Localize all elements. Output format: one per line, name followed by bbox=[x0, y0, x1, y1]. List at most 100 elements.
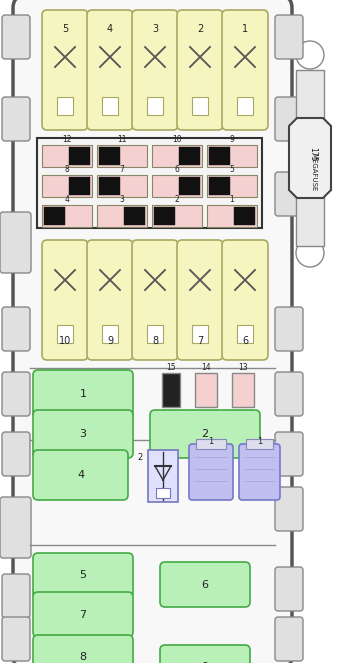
Text: MEGAFUSE: MEGAFUSE bbox=[310, 152, 316, 191]
Text: 4: 4 bbox=[107, 24, 113, 34]
Bar bbox=[44, 207, 65, 225]
Bar bbox=[192, 97, 208, 115]
Bar bbox=[152, 145, 202, 167]
Text: 3: 3 bbox=[79, 429, 86, 439]
Text: 8: 8 bbox=[65, 166, 69, 174]
FancyBboxPatch shape bbox=[2, 617, 30, 661]
Text: 2: 2 bbox=[138, 453, 143, 463]
Bar bbox=[124, 207, 145, 225]
FancyBboxPatch shape bbox=[33, 450, 128, 500]
Polygon shape bbox=[289, 118, 331, 198]
FancyBboxPatch shape bbox=[160, 645, 250, 663]
Bar bbox=[296, 194, 324, 246]
Text: 1: 1 bbox=[230, 196, 235, 204]
FancyBboxPatch shape bbox=[275, 617, 303, 661]
Text: 9: 9 bbox=[107, 336, 113, 346]
FancyBboxPatch shape bbox=[239, 444, 280, 500]
FancyBboxPatch shape bbox=[0, 497, 31, 558]
Text: 1: 1 bbox=[257, 438, 262, 446]
Bar bbox=[147, 97, 163, 115]
FancyBboxPatch shape bbox=[222, 10, 268, 130]
FancyBboxPatch shape bbox=[2, 574, 30, 618]
Bar bbox=[179, 147, 200, 165]
FancyBboxPatch shape bbox=[177, 10, 223, 130]
Bar bbox=[156, 488, 170, 498]
FancyBboxPatch shape bbox=[2, 372, 30, 416]
Bar bbox=[209, 177, 230, 195]
Text: 6: 6 bbox=[175, 166, 180, 174]
Text: 7: 7 bbox=[120, 166, 125, 174]
Text: 7: 7 bbox=[197, 336, 203, 346]
Bar bbox=[296, 70, 324, 122]
Text: 2: 2 bbox=[197, 24, 203, 34]
Bar bbox=[69, 147, 90, 165]
Bar bbox=[97, 175, 147, 197]
FancyBboxPatch shape bbox=[0, 212, 31, 273]
Bar bbox=[37, 138, 262, 228]
Bar bbox=[42, 175, 92, 197]
FancyBboxPatch shape bbox=[275, 97, 303, 141]
Bar bbox=[207, 175, 257, 197]
Text: 5: 5 bbox=[230, 166, 235, 174]
FancyBboxPatch shape bbox=[33, 635, 133, 663]
Bar bbox=[209, 147, 230, 165]
Bar bbox=[147, 325, 163, 343]
Bar bbox=[42, 205, 92, 227]
Bar bbox=[207, 145, 257, 167]
Text: 10: 10 bbox=[172, 135, 182, 145]
Bar bbox=[237, 325, 253, 343]
Text: 3: 3 bbox=[120, 196, 125, 204]
Text: 6: 6 bbox=[242, 336, 248, 346]
Text: 12: 12 bbox=[62, 135, 72, 145]
Bar bbox=[57, 325, 73, 343]
Bar bbox=[152, 175, 202, 197]
Text: 1: 1 bbox=[242, 24, 248, 34]
FancyBboxPatch shape bbox=[132, 240, 178, 360]
Text: 4: 4 bbox=[77, 470, 84, 480]
FancyBboxPatch shape bbox=[33, 592, 133, 637]
Bar bbox=[232, 373, 254, 407]
FancyBboxPatch shape bbox=[2, 97, 30, 141]
FancyBboxPatch shape bbox=[2, 15, 30, 59]
FancyBboxPatch shape bbox=[87, 240, 133, 360]
Text: 14: 14 bbox=[201, 363, 211, 373]
Text: 10: 10 bbox=[59, 336, 71, 346]
FancyBboxPatch shape bbox=[275, 172, 303, 216]
FancyBboxPatch shape bbox=[275, 372, 303, 416]
FancyBboxPatch shape bbox=[132, 10, 178, 130]
Text: 11: 11 bbox=[117, 135, 127, 145]
Bar bbox=[237, 97, 253, 115]
Bar bbox=[97, 205, 147, 227]
Bar bbox=[196, 439, 226, 449]
Text: 4: 4 bbox=[64, 196, 69, 204]
Bar bbox=[195, 373, 217, 407]
Text: 1: 1 bbox=[208, 438, 214, 446]
Bar bbox=[102, 325, 118, 343]
Bar bbox=[179, 177, 200, 195]
Bar bbox=[154, 207, 175, 225]
Text: 8: 8 bbox=[152, 336, 158, 346]
FancyBboxPatch shape bbox=[275, 567, 303, 611]
Text: 15: 15 bbox=[166, 363, 176, 373]
Circle shape bbox=[296, 239, 324, 267]
Bar bbox=[234, 207, 255, 225]
Text: 5: 5 bbox=[62, 24, 68, 34]
FancyBboxPatch shape bbox=[33, 553, 133, 598]
FancyBboxPatch shape bbox=[33, 410, 133, 458]
FancyBboxPatch shape bbox=[33, 370, 133, 418]
FancyBboxPatch shape bbox=[275, 307, 303, 351]
Text: 3: 3 bbox=[152, 24, 158, 34]
Bar bbox=[207, 205, 257, 227]
Text: 13: 13 bbox=[238, 363, 248, 373]
Text: 6: 6 bbox=[202, 579, 209, 589]
FancyBboxPatch shape bbox=[87, 10, 133, 130]
Text: 2: 2 bbox=[202, 429, 209, 439]
Bar bbox=[69, 177, 90, 195]
FancyBboxPatch shape bbox=[275, 15, 303, 59]
Bar bbox=[102, 97, 118, 115]
Text: 9: 9 bbox=[230, 135, 235, 145]
Bar bbox=[97, 145, 147, 167]
Bar bbox=[246, 439, 273, 449]
Bar bbox=[99, 177, 120, 195]
FancyBboxPatch shape bbox=[222, 240, 268, 360]
